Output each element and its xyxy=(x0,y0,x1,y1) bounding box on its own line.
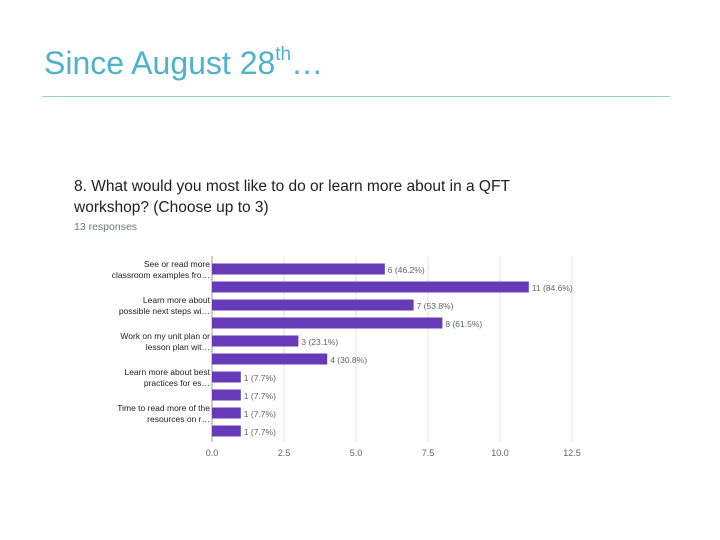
bar-value-label: 1 (7.7%) xyxy=(244,373,276,383)
x-tick-label: 12.5 xyxy=(563,448,581,458)
question-title: 8. What would you most like to do or lea… xyxy=(74,178,510,216)
bar-value-label: 3 (23.1%) xyxy=(301,337,338,347)
responses-count: 13 responses xyxy=(74,221,138,233)
slide-title-main: Since August 28 xyxy=(44,45,276,81)
x-tick-label: 10.0 xyxy=(491,448,509,458)
bar xyxy=(212,425,241,437)
category-label: Learn more about best practices for es… xyxy=(124,367,210,388)
bar xyxy=(212,281,529,293)
bar-value-label: 6 (46.2%) xyxy=(388,265,425,275)
category-label: Learn more about possible next steps wi… xyxy=(119,295,211,316)
slide-title-sup: th xyxy=(275,44,292,65)
bar-value-label: 4 (30.8%) xyxy=(330,355,367,365)
bar xyxy=(212,317,443,329)
slide-title: Since August 28th… xyxy=(44,44,323,82)
bar xyxy=(212,299,414,311)
category-label: See or read more classroom examples fro… xyxy=(112,259,211,280)
bar xyxy=(212,335,299,347)
x-tick-label: 7.5 xyxy=(422,448,435,458)
slide-title-tail: … xyxy=(291,45,324,81)
x-tick-label: 0.0 xyxy=(206,448,219,458)
bar xyxy=(212,407,241,419)
category-label: Work on my unit plan or lesson plan wit… xyxy=(120,331,210,352)
bar-value-label: 11 (84.6%) xyxy=(532,283,573,293)
bar xyxy=(212,353,328,365)
bar-value-label: 1 (7.7%) xyxy=(244,409,276,419)
bar-value-label: 1 (7.7%) xyxy=(244,391,276,401)
x-tick-label: 2.5 xyxy=(278,448,291,458)
bar-chart: 0.0 2.5 5.0 7.5 10.0 12.5 6 (46.2%) 11 (84.6%) 7… xyxy=(112,256,581,458)
bar-value-label: 7 (53.8%) xyxy=(417,301,454,311)
title-divider xyxy=(42,96,670,97)
bar xyxy=(212,263,385,275)
survey-chart-card: 8. What would you most like to do or lea… xyxy=(60,170,600,460)
bar-value-label: 1 (7.7%) xyxy=(244,427,276,437)
category-label: Time to read more of the resources on r… xyxy=(117,403,210,424)
bar xyxy=(212,371,241,383)
bar xyxy=(212,389,241,401)
bar-value-label: 8 (61.5%) xyxy=(445,319,482,329)
x-tick-label: 5.0 xyxy=(350,448,363,458)
